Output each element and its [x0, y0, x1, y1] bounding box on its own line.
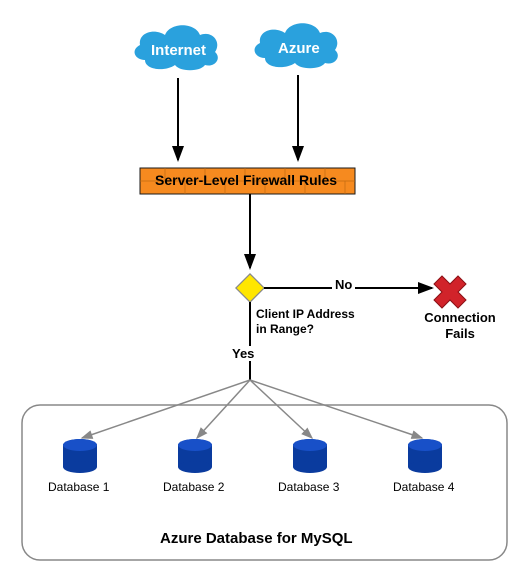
decision-label: Client IP Address in Range? [256, 307, 376, 337]
internet-cloud-label: Internet [151, 42, 206, 59]
db4-label: Database 4 [393, 480, 454, 494]
fail-x-icon [434, 276, 466, 308]
firewall-label: Server-Level Firewall Rules [155, 172, 337, 188]
yes-branch-label: Yes [230, 346, 256, 361]
db1-label: Database 1 [48, 480, 109, 494]
database-icon-3 [293, 439, 327, 473]
db3-label: Database 3 [278, 480, 339, 494]
arrow-to-db4 [250, 380, 422, 438]
decision-diamond [236, 274, 264, 302]
fail-label: Connection Fails [415, 310, 505, 343]
azure-cloud-label: Azure [278, 40, 320, 57]
database-icon-2 [178, 439, 212, 473]
no-branch-label: No [332, 277, 355, 292]
arrow-to-db1 [82, 380, 250, 438]
dbgroup-title: Azure Database for MySQL [160, 530, 353, 547]
database-icon-1 [63, 439, 97, 473]
database-icon-4 [408, 439, 442, 473]
db2-label: Database 2 [163, 480, 224, 494]
diagram-canvas [0, 0, 531, 583]
arrow-to-db3 [250, 380, 312, 438]
